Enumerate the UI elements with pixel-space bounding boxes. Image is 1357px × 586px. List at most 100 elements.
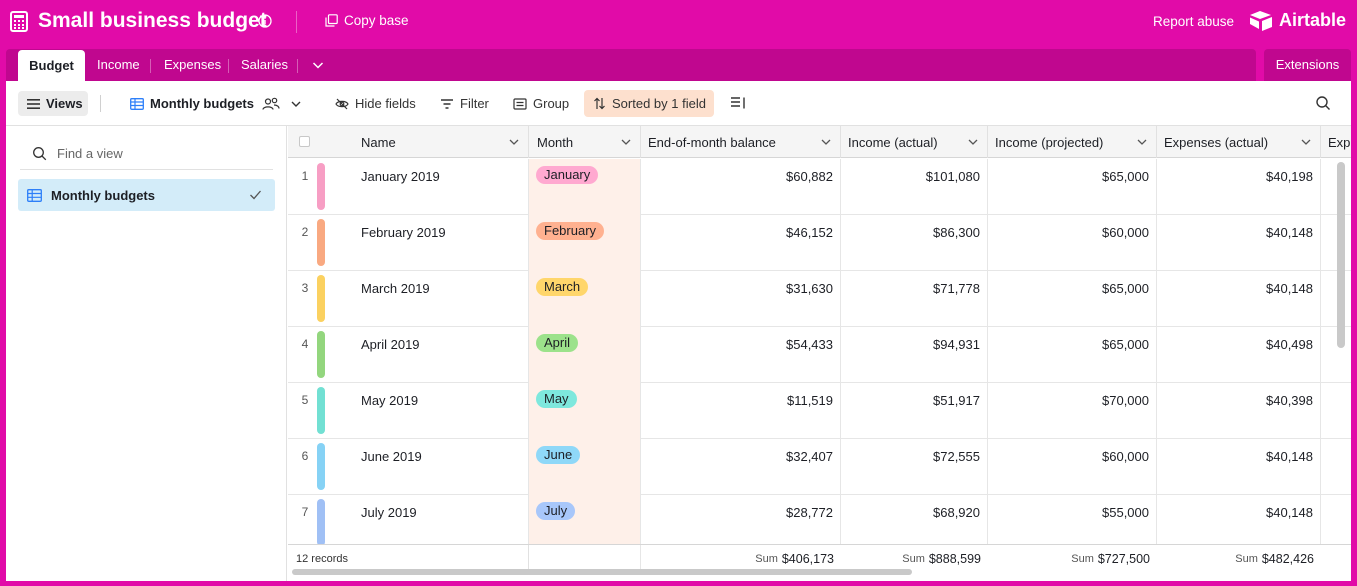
info-icon[interactable] xyxy=(258,14,272,28)
expenses-projected-cell[interactable] xyxy=(1321,383,1351,439)
income-actual-cell[interactable]: $86,300 xyxy=(841,215,988,271)
month-cell[interactable]: July xyxy=(529,495,641,551)
column-header-income-projected[interactable]: Income (projected) xyxy=(988,126,1157,158)
expenses-projected-cell[interactable] xyxy=(1321,495,1351,551)
report-abuse-link[interactable]: Report abuse xyxy=(1153,14,1235,29)
balance-cell[interactable]: $11,519 xyxy=(641,383,841,439)
expenses-projected-cell[interactable] xyxy=(1321,159,1351,215)
expenses-actual-cell[interactable]: $40,148 xyxy=(1157,215,1321,271)
expenses-projected-cell[interactable] xyxy=(1321,439,1351,495)
month-cell[interactable]: April xyxy=(529,327,641,383)
table-row[interactable]: 4 April 2019 April $54,433 $94,931 $65,000 $40… xyxy=(288,327,1351,383)
tab-budget[interactable]: Budget xyxy=(18,50,85,81)
income-projected-cell[interactable]: $65,000 xyxy=(988,327,1157,383)
balance-cell[interactable]: $60,882 xyxy=(641,159,841,215)
income-actual-cell[interactable]: $101,080 xyxy=(841,159,988,215)
balance-cell[interactable]: $28,772 xyxy=(641,495,841,551)
horizontal-scrollbar[interactable] xyxy=(292,569,912,575)
name-cell[interactable]: May 2019 xyxy=(354,383,529,439)
sidebar-view-monthly-budgets[interactable]: Monthly budgets xyxy=(18,179,275,211)
month-cell[interactable]: January xyxy=(529,159,641,215)
month-cell[interactable]: February xyxy=(529,215,641,271)
view-switcher[interactable]: Monthly budgets xyxy=(130,93,302,114)
income-projected-cell[interactable]: $60,000 xyxy=(988,215,1157,271)
balance-cell[interactable]: $31,630 xyxy=(641,271,841,327)
income-actual-cell[interactable]: $72,555 xyxy=(841,439,988,495)
income-projected-cell[interactable]: $55,000 xyxy=(988,495,1157,551)
sort-arrows-icon xyxy=(594,97,605,110)
income-projected-cell[interactable]: $65,000 xyxy=(988,271,1157,327)
chevron-down-icon[interactable] xyxy=(311,58,325,72)
balance-summary[interactable]: Sum $406,173 xyxy=(641,545,841,573)
chevron-down-icon[interactable] xyxy=(1301,137,1311,147)
expenses-actual-cell[interactable]: $40,148 xyxy=(1157,439,1321,495)
column-header-income-actual[interactable]: Income (actual) xyxy=(841,126,988,158)
income-actual-cell[interactable]: $71,778 xyxy=(841,271,988,327)
chevron-down-icon[interactable] xyxy=(509,137,519,147)
extensions-button[interactable]: Extensions xyxy=(1264,49,1351,81)
balance-cell[interactable]: $54,433 xyxy=(641,327,841,383)
vertical-scrollbar[interactable] xyxy=(1337,162,1345,348)
income-projected-cell[interactable]: $70,000 xyxy=(988,383,1157,439)
views-toggle-button[interactable]: Views xyxy=(18,91,88,116)
expenses-projected-cell[interactable] xyxy=(1321,215,1351,271)
table-row[interactable]: 7 July 2019 July $28,772 $68,920 $55,000 $40,1… xyxy=(288,495,1351,551)
month-cell[interactable]: May xyxy=(529,383,641,439)
hide-fields-button[interactable]: Hide fields xyxy=(335,93,416,114)
column-header-name[interactable]: Name xyxy=(354,126,529,158)
income-projected-summary[interactable]: Sum $727,500 xyxy=(988,545,1157,573)
group-button[interactable]: Group xyxy=(513,93,569,114)
name-cell[interactable]: March 2019 xyxy=(354,271,529,327)
airtable-logo[interactable]: Airtable xyxy=(1249,10,1346,31)
column-header-end-of-month-balance[interactable]: End-of-month balance xyxy=(641,126,841,158)
expenses-actual-cell[interactable]: $40,148 xyxy=(1157,495,1321,551)
month-cell[interactable]: March xyxy=(529,271,641,327)
income-actual-cell[interactable]: $68,920 xyxy=(841,495,988,551)
copy-base-button[interactable]: Copy base xyxy=(325,13,409,28)
balance-cell[interactable]: $46,152 xyxy=(641,215,841,271)
column-header-expenses-actual[interactable]: Expenses (actual) xyxy=(1157,126,1321,158)
sort-button[interactable]: Sorted by 1 field xyxy=(584,90,714,117)
expenses-actual-cell[interactable]: $40,148 xyxy=(1157,271,1321,327)
chevron-down-icon[interactable] xyxy=(968,137,978,147)
expenses-actual-summary[interactable]: Sum $482,426 xyxy=(1157,545,1321,573)
expenses-projected-cell[interactable] xyxy=(1321,271,1351,327)
balance-cell[interactable]: $32,407 xyxy=(641,439,841,495)
filter-label: Filter xyxy=(460,96,489,111)
expenses-projected-cell[interactable] xyxy=(1321,327,1351,383)
chevron-down-icon[interactable] xyxy=(821,137,831,147)
income-projected-cell[interactable]: $60,000 xyxy=(988,439,1157,495)
row-height-icon[interactable] xyxy=(730,96,746,110)
chevron-down-icon[interactable] xyxy=(621,137,631,147)
search-icon[interactable] xyxy=(1315,95,1331,111)
name-cell[interactable]: January 2019 xyxy=(354,159,529,215)
tab-expenses[interactable]: Expenses xyxy=(164,57,222,72)
table-row[interactable]: 5 May 2019 May $11,519 $51,917 $70,000 $40,398 xyxy=(288,383,1351,439)
expenses-actual-cell[interactable]: $40,198 xyxy=(1157,159,1321,215)
month-cell[interactable]: June xyxy=(529,439,641,495)
find-view-input[interactable] xyxy=(57,146,257,161)
column-header-month[interactable]: Month xyxy=(529,126,641,158)
income-actual-summary[interactable]: Sum $888,599 xyxy=(841,545,988,573)
select-all-checkbox[interactable] xyxy=(299,136,310,147)
chevron-down-icon[interactable] xyxy=(1137,137,1147,147)
expenses-actual-cell[interactable]: $40,398 xyxy=(1157,383,1321,439)
expenses-actual-cell[interactable]: $40,498 xyxy=(1157,327,1321,383)
income-actual-cell[interactable]: $51,917 xyxy=(841,383,988,439)
table-row[interactable]: 3 March 2019 March $31,630 $71,778 $65,000 $40… xyxy=(288,271,1351,327)
find-view-field[interactable] xyxy=(20,138,273,170)
name-cell[interactable]: April 2019 xyxy=(354,327,529,383)
column-header-expenses-projected[interactable]: Exp xyxy=(1321,126,1351,158)
name-cell[interactable]: July 2019 xyxy=(354,495,529,551)
filter-button[interactable]: Filter xyxy=(440,93,489,114)
month-summary[interactable] xyxy=(529,545,641,573)
table-row[interactable]: 2 February 2019 February $46,152 $86,300 $60,… xyxy=(288,215,1351,271)
tab-income[interactable]: Income xyxy=(97,57,140,72)
name-cell[interactable]: February 2019 xyxy=(354,215,529,271)
income-actual-cell[interactable]: $94,931 xyxy=(841,327,988,383)
tab-salaries[interactable]: Salaries xyxy=(241,57,288,72)
table-row[interactable]: 6 June 2019 June $32,407 $72,555 $60,000 $40,1… xyxy=(288,439,1351,495)
table-row[interactable]: 1 January 2019 January $60,882 $101,080 $65,0… xyxy=(288,159,1351,215)
name-cell[interactable]: June 2019 xyxy=(354,439,529,495)
income-projected-cell[interactable]: $65,000 xyxy=(988,159,1157,215)
